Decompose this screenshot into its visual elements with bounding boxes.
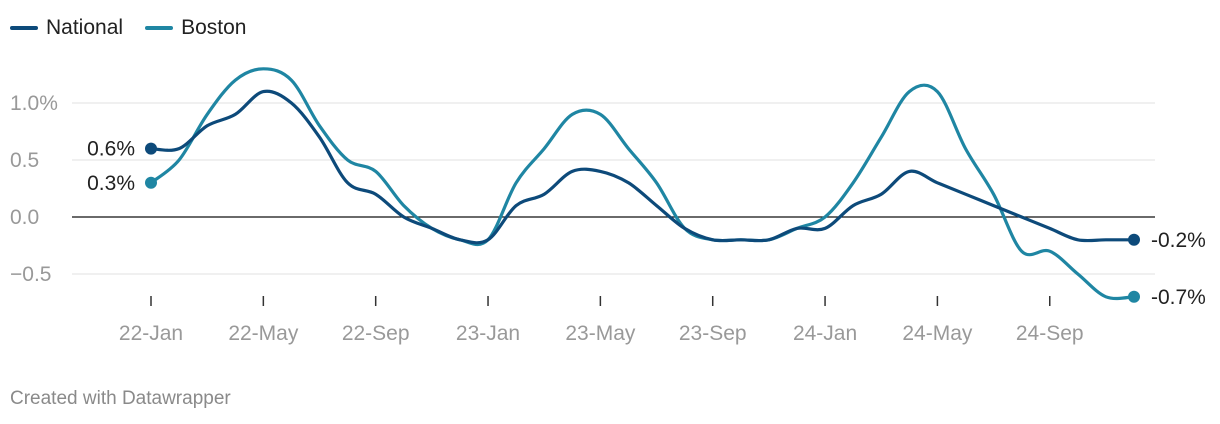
legend-label-boston: Boston [181, 16, 247, 39]
x-tick-label: 22-May [228, 322, 299, 345]
x-tick-label: 24-Jan [793, 322, 857, 345]
y-tick-label: 1.0% [10, 92, 58, 115]
start-point-boston [145, 176, 157, 189]
y-tick-label: 0.5 [10, 149, 39, 172]
legend-label-national: National [46, 16, 124, 39]
line-chart: −0.5 0.0 0.5 1.0% 22-Jan 22-May 22-Sep 23-Jan 23… [10, 67, 1206, 345]
x-tick-label: 23-Jan [456, 322, 520, 345]
start-point-national [145, 142, 157, 155]
x-tick-label: 23-May [565, 322, 636, 345]
legend-swatch-national [10, 26, 38, 30]
start-label-boston: 0.3% [87, 172, 135, 195]
start-label-national: 0.6% [87, 138, 135, 161]
legend-item-national: National [10, 16, 123, 40]
x-tick-label: 24-May [902, 322, 973, 345]
series-line-boston [149, 67, 1136, 301]
x-tick-label: 22-Jan [119, 322, 183, 345]
series-line-national [149, 89, 1136, 245]
end-point-boston [1128, 290, 1140, 303]
x-tick-label: 22-Sep [342, 322, 410, 345]
legend-item-boston: Boston [145, 16, 246, 40]
legend-swatch-boston [145, 26, 174, 30]
end-point-national [1128, 233, 1140, 246]
y-tick-label: 0.0 [10, 206, 39, 229]
y-tick-label: −0.5 [10, 263, 51, 286]
datawrapper-credit: Created with Datawrapper [10, 388, 231, 409]
x-tick-label: 23-Sep [679, 322, 747, 345]
x-tick-label: 24-Sep [1016, 322, 1084, 345]
end-label-boston: -0.7% [1151, 286, 1206, 309]
legend: National Boston [10, 16, 246, 40]
end-label-national: -0.2% [1151, 229, 1206, 252]
